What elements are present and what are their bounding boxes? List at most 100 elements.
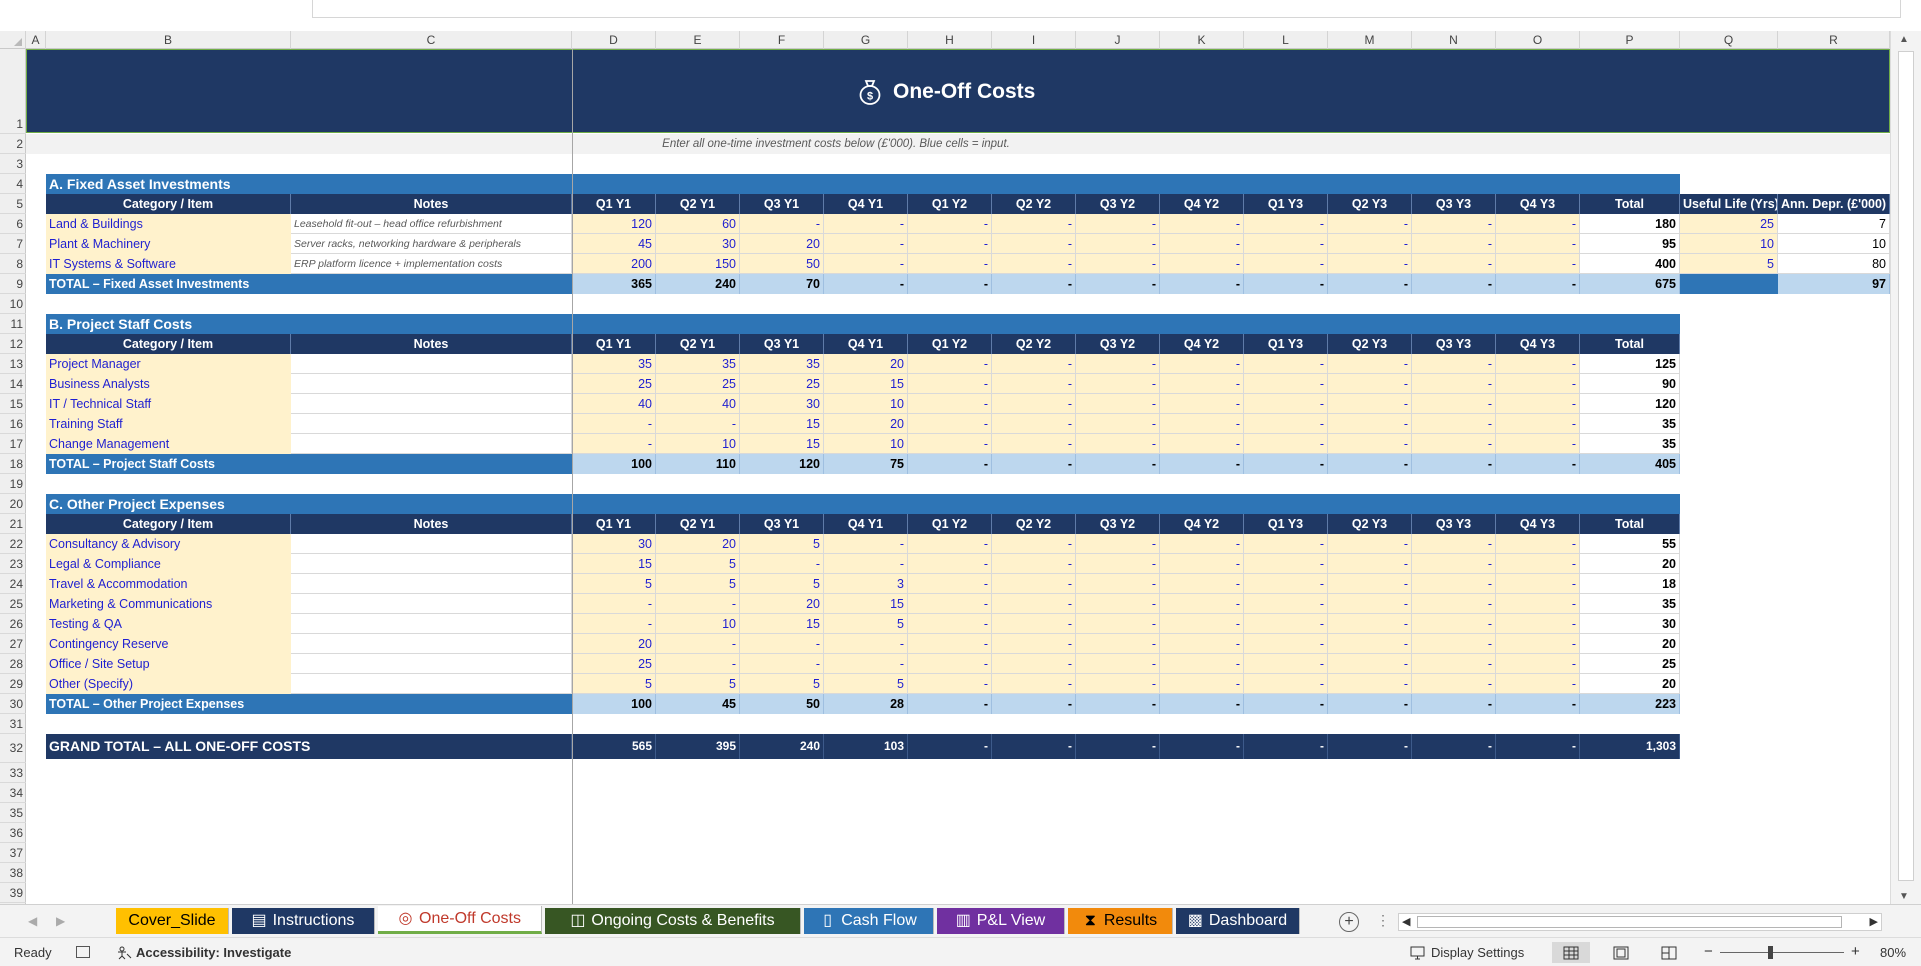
input-cell[interactable]: -: [572, 594, 656, 614]
column-header-p[interactable]: P: [1580, 31, 1680, 49]
row-header-27[interactable]: 27: [0, 634, 26, 654]
row-header-8[interactable]: 8: [0, 254, 26, 274]
input-cell[interactable]: -: [992, 554, 1076, 574]
input-cell[interactable]: -: [908, 254, 992, 274]
item-note[interactable]: Leasehold fit-out – head office refurbis…: [291, 214, 572, 234]
column-header-b[interactable]: B: [46, 31, 291, 49]
column-header-n[interactable]: N: [1412, 31, 1496, 49]
input-cell[interactable]: -: [992, 594, 1076, 614]
input-cell[interactable]: -: [992, 354, 1076, 374]
input-cell[interactable]: -: [1496, 594, 1580, 614]
row-header-32[interactable]: 32: [0, 734, 26, 763]
input-cell[interactable]: -: [992, 234, 1076, 254]
input-cell[interactable]: 35: [740, 354, 824, 374]
input-cell[interactable]: -: [908, 414, 992, 434]
input-cell[interactable]: -: [1496, 414, 1580, 434]
input-cell[interactable]: -: [1076, 634, 1160, 654]
tab-instructions[interactable]: ▤ Instructions: [232, 908, 375, 934]
input-cell[interactable]: 5: [656, 674, 740, 694]
input-cell[interactable]: 5: [656, 554, 740, 574]
input-cell[interactable]: 25: [572, 374, 656, 394]
input-cell[interactable]: -: [992, 654, 1076, 674]
input-cell[interactable]: -: [1244, 394, 1328, 414]
column-header-c[interactable]: C: [291, 31, 572, 49]
item-note[interactable]: [291, 394, 572, 414]
row-header-25[interactable]: 25: [0, 594, 26, 614]
tab-cover-slide[interactable]: Cover_Slide: [116, 908, 229, 934]
input-cell[interactable]: -: [1076, 374, 1160, 394]
input-cell[interactable]: 5: [740, 574, 824, 594]
row-header-11[interactable]: 11: [0, 314, 26, 334]
input-cell[interactable]: -: [1328, 654, 1412, 674]
input-cell[interactable]: -: [1412, 434, 1496, 454]
column-header-k[interactable]: K: [1160, 31, 1244, 49]
input-cell[interactable]: 35: [572, 354, 656, 374]
input-cell[interactable]: -: [1412, 634, 1496, 654]
item-note[interactable]: [291, 414, 572, 434]
column-header-d[interactable]: D: [572, 31, 656, 49]
input-cell[interactable]: 5: [572, 674, 656, 694]
item-label[interactable]: Change Management: [46, 434, 291, 454]
input-cell[interactable]: -: [992, 634, 1076, 654]
scroll-thumb[interactable]: [1898, 51, 1914, 881]
input-cell[interactable]: -: [1328, 394, 1412, 414]
input-cell[interactable]: 40: [572, 394, 656, 414]
more-options-icon[interactable]: ⋮: [1376, 912, 1390, 928]
row-header-22[interactable]: 22: [0, 534, 26, 554]
input-cell[interactable]: -: [1328, 254, 1412, 274]
item-label[interactable]: Travel & Accommodation: [46, 574, 291, 594]
input-cell[interactable]: -: [908, 654, 992, 674]
input-cell[interactable]: 60: [656, 214, 740, 234]
input-cell[interactable]: -: [1328, 574, 1412, 594]
input-cell[interactable]: -: [740, 554, 824, 574]
input-cell[interactable]: -: [908, 394, 992, 414]
input-cell[interactable]: -: [1328, 674, 1412, 694]
input-cell[interactable]: -: [1076, 394, 1160, 414]
input-cell[interactable]: -: [1244, 374, 1328, 394]
input-cell[interactable]: -: [908, 354, 992, 374]
row-header-16[interactable]: 16: [0, 414, 26, 434]
input-cell[interactable]: -: [1076, 654, 1160, 674]
input-cell[interactable]: -: [1412, 534, 1496, 554]
input-cell[interactable]: -: [1412, 614, 1496, 634]
row-header-13[interactable]: 13: [0, 354, 26, 374]
normal-view-button[interactable]: [1552, 942, 1590, 963]
formula-input[interactable]: [312, 0, 1901, 18]
input-cell[interactable]: -: [1412, 254, 1496, 274]
input-cell[interactable]: -: [1496, 374, 1580, 394]
input-cell[interactable]: -: [656, 594, 740, 614]
scroll-thumb[interactable]: [1417, 916, 1842, 928]
row-header-18[interactable]: 18: [0, 454, 26, 474]
input-cell[interactable]: -: [908, 594, 992, 614]
row-header-37[interactable]: 37: [0, 843, 26, 863]
item-note[interactable]: [291, 674, 572, 694]
input-cell[interactable]: -: [1076, 554, 1160, 574]
input-cell[interactable]: -: [1496, 674, 1580, 694]
input-cell[interactable]: -: [992, 674, 1076, 694]
input-cell[interactable]: -: [908, 534, 992, 554]
input-cell[interactable]: -: [1244, 414, 1328, 434]
input-cell[interactable]: 30: [572, 534, 656, 554]
tab-p-l-view[interactable]: ▥ P&L View: [937, 908, 1065, 934]
item-label[interactable]: Training Staff: [46, 414, 291, 434]
input-cell[interactable]: -: [1160, 674, 1244, 694]
tab-prev-icon[interactable]: ◀: [28, 914, 38, 928]
item-note[interactable]: [291, 354, 572, 374]
input-cell[interactable]: -: [1412, 574, 1496, 594]
input-cell[interactable]: -: [1244, 254, 1328, 274]
input-cell[interactable]: -: [1244, 674, 1328, 694]
input-cell[interactable]: -: [824, 254, 908, 274]
row-header-39[interactable]: 39: [0, 883, 26, 903]
input-cell[interactable]: -: [1496, 534, 1580, 554]
item-label[interactable]: IT / Technical Staff: [46, 394, 291, 414]
input-cell[interactable]: 25: [572, 654, 656, 674]
row-header-36[interactable]: 36: [0, 823, 26, 843]
row-header-15[interactable]: 15: [0, 394, 26, 414]
sheet-grid[interactable]: $ One-Off Costs Enter all one-time inves…: [26, 49, 1890, 904]
item-note[interactable]: [291, 374, 572, 394]
input-cell[interactable]: -: [1160, 394, 1244, 414]
input-cell[interactable]: -: [908, 574, 992, 594]
input-cell[interactable]: -: [740, 634, 824, 654]
row-header-35[interactable]: 35: [0, 803, 26, 823]
input-cell[interactable]: -: [908, 234, 992, 254]
